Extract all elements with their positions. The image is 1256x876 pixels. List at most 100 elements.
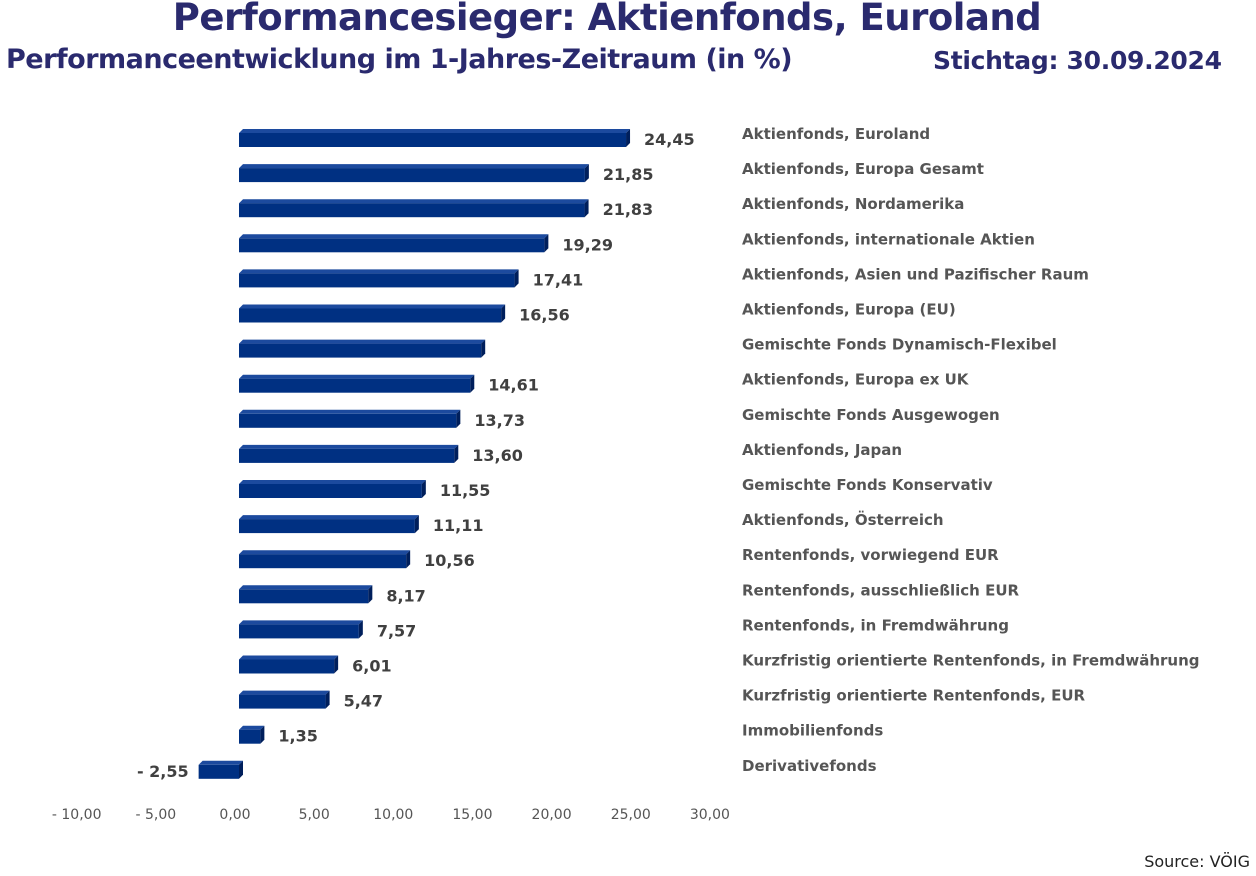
bar-top-face <box>239 515 419 520</box>
bar-front-face <box>239 238 545 253</box>
category-label: Gemischte Fonds Ausgewogen <box>742 406 1000 424</box>
bar-side-face <box>626 129 631 147</box>
value-label: 1,35 <box>278 727 317 746</box>
category-label: Aktienfonds, Nordamerika <box>742 195 964 213</box>
bar-top-face <box>239 655 339 660</box>
x-tick-label: - 5,00 <box>136 807 177 823</box>
bar-top-face <box>239 550 411 555</box>
bar-top-face <box>239 269 519 274</box>
bar-side-face <box>239 760 243 779</box>
category-label: Aktienfonds, Asien und Pazifischer Raum <box>742 265 1089 283</box>
bar <box>239 725 265 744</box>
value-label: 6,01 <box>352 657 391 676</box>
bar <box>239 620 363 639</box>
bar-top-face <box>239 409 461 414</box>
value-label: 5,47 <box>344 692 383 711</box>
bar-top-face <box>239 234 549 239</box>
bar-top-face <box>239 585 373 590</box>
bar-front-face <box>239 624 359 639</box>
bar-front-face <box>239 589 369 604</box>
chart-title: Performancesieger: Aktienfonds, Euroland <box>172 0 1042 39</box>
category-label: Kurzfristig orientierte Rentenfonds, in … <box>742 652 1200 670</box>
x-tick-label: 25,00 <box>611 807 651 823</box>
bar <box>239 129 631 147</box>
bar-side-face <box>421 480 426 498</box>
category-label: Aktienfonds, Euroland <box>742 125 930 143</box>
bar <box>239 164 589 183</box>
bar-side-face <box>368 585 373 604</box>
bar-side-face <box>544 234 549 253</box>
bar-front-face <box>239 729 261 744</box>
category-label: Aktienfonds, Europa Gesamt <box>742 160 984 178</box>
x-tick-label: - 10,00 <box>52 807 102 823</box>
bar-front-face <box>239 133 627 147</box>
category-label: Gemischte Fonds Dynamisch-Flexibel <box>742 336 1057 354</box>
category-label: Aktienfonds, Europa (EU) <box>742 301 956 319</box>
chart-subtitle: Performanceentwicklung im 1-Jahres-Zeitr… <box>6 44 793 75</box>
bar <box>239 480 426 498</box>
bar-front-face <box>239 694 326 709</box>
bar-top-face <box>239 199 589 204</box>
value-label: 17,41 <box>533 270 584 289</box>
bar <box>239 585 373 604</box>
bar-top-face <box>198 760 243 765</box>
bar-top-face <box>239 129 631 133</box>
bar <box>239 304 506 323</box>
bar <box>239 409 461 428</box>
bar <box>198 760 243 779</box>
x-tick-label: 5,00 <box>299 807 330 823</box>
value-label: 7,57 <box>377 621 416 640</box>
bar <box>239 374 475 393</box>
bar-top-face <box>239 304 506 309</box>
bar-side-face <box>584 199 589 218</box>
bar <box>239 199 589 218</box>
bar-front-face <box>198 764 239 779</box>
bar-top-face <box>239 444 459 449</box>
bar-front-face <box>239 448 455 463</box>
category-label: Aktienfonds, Österreich <box>742 510 944 529</box>
bar-side-face <box>470 374 475 393</box>
bar-top-face <box>239 725 265 730</box>
bar-front-face <box>239 519 415 534</box>
bar-front-face <box>239 378 471 393</box>
bar <box>239 269 519 288</box>
value-label: 19,29 <box>562 235 613 254</box>
value-label: 11,55 <box>440 481 491 500</box>
bar-side-face <box>456 409 461 428</box>
bar-top-face <box>239 164 589 169</box>
bar-top-face <box>239 374 475 379</box>
bar <box>239 550 411 569</box>
bar-side-face <box>325 690 330 709</box>
bar-front-face <box>239 168 585 183</box>
category-label: Rentenfonds, in Fremdwährung <box>742 616 1009 634</box>
bar-side-face <box>358 620 363 639</box>
bar-side-face <box>514 269 519 288</box>
value-label: 14,61 <box>488 376 539 395</box>
bar-side-face <box>414 515 419 534</box>
x-tick-label: 30,00 <box>690 807 730 823</box>
x-tick-label: 10,00 <box>373 807 413 823</box>
bar-front-face <box>239 203 585 218</box>
value-label: - 2,55 <box>137 762 189 781</box>
value-label: 24,45 <box>644 130 695 149</box>
value-label: 10,56 <box>424 551 475 570</box>
bar <box>239 655 339 674</box>
bar-front-face <box>239 413 457 428</box>
bar-top-face <box>239 480 426 484</box>
bar <box>239 515 419 534</box>
bar-side-face <box>454 444 459 463</box>
x-tick-label: 15,00 <box>452 807 492 823</box>
category-label: Gemischte Fonds Konservativ <box>742 476 993 494</box>
bar-top-face <box>239 339 486 344</box>
bar-front-face <box>239 659 335 674</box>
value-label: 21,83 <box>603 200 654 219</box>
category-label: Aktienfonds, Europa ex UK <box>742 371 970 389</box>
category-label: Derivativefonds <box>742 757 877 775</box>
source-note: Source: VÖIG <box>1144 852 1250 871</box>
bar <box>239 339 486 358</box>
category-label: Aktienfonds, internationale Aktien <box>742 230 1035 248</box>
value-label: 16,56 <box>519 306 570 325</box>
bar-side-face <box>481 339 486 358</box>
category-label: Rentenfonds, ausschließlich EUR <box>742 581 1019 599</box>
